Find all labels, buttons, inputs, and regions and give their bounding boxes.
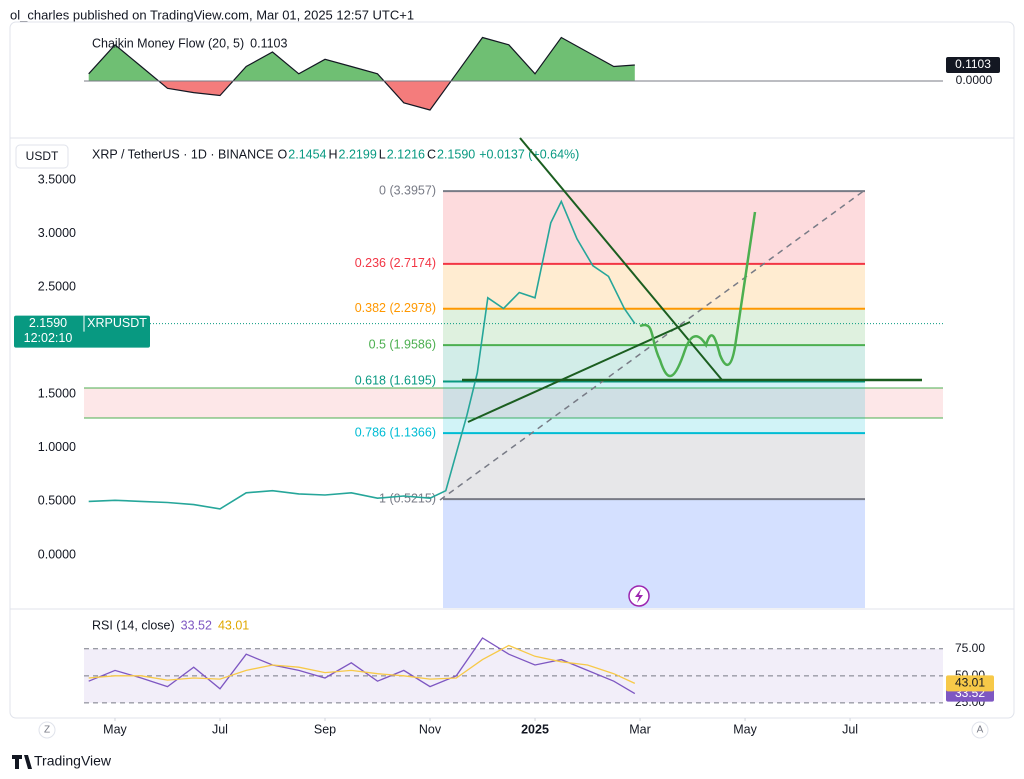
series-line [88,199,636,510]
ohlc-value: 2.1590 [437,147,475,161]
y-tick-label: 0.0000 [38,547,76,561]
ohlc-value: 2.1216 [387,147,425,161]
projection-path [639,211,757,378]
x-tick-label: Jul [842,722,858,736]
zone-band [84,388,943,418]
y-tick-label: 3.0000 [38,226,76,240]
y-tick-label: 1.0000 [38,440,76,454]
auto-scale-button[interactable] [971,721,989,739]
auto-scale-icon: A [977,725,984,736]
fib-label: 0.786 (1.1366) [355,425,436,439]
fib-zone [443,345,865,382]
ohlc-value: 2.1454 [288,147,326,161]
price-tag-ticker: XRPUSDT [87,316,147,330]
brand-logo [12,755,32,769]
ohlc-value: 2.2199 [339,147,377,161]
y-tick-label: 1.5000 [38,387,76,401]
x-tick-label: May [103,722,127,736]
fib-zone [443,191,865,264]
ohlc-key: O [278,147,288,161]
price-tag-value: 2.1590 [29,316,67,330]
indicator-value: 0.1103 [250,36,287,50]
timezone-button[interactable] [38,721,56,739]
price-tag [14,315,150,348]
x-tick-label: Mar [629,722,651,736]
fib-zone [443,263,865,309]
y-tick-label: 2.5000 [38,279,76,293]
fib-label: 0 (3.3957) [379,183,436,197]
y-tick-label: 0.0000 [956,73,993,87]
x-tick-label: May [733,722,757,736]
y-tick-label: 75.00 [955,641,985,655]
fib-label: 0.618 (1.6195) [355,374,436,388]
x-tick-label: 2025 [521,722,549,736]
indicator-title: Chaikin Money Flow (20, 5) [92,36,244,50]
last-value-label: 43.01 [955,676,985,690]
last-value-box [946,57,1000,74]
currency-button[interactable] [15,144,69,169]
fib-extension-zone [443,499,865,608]
ohlc-key: H [329,147,338,161]
x-tick-label: Sep [314,722,336,736]
fib-label: 0.236 (2.7174) [355,256,436,270]
indicator-value: 33.52 [181,618,212,632]
x-tick-label: Nov [419,722,442,736]
series-line [88,644,636,684]
cmf-line [88,36,635,111]
indicator-value: 43.01 [218,618,249,632]
fib-zone [443,433,865,500]
last-value-box [946,675,994,692]
cmf-fill [88,81,635,110]
x-tick-label: Jul [212,722,228,736]
fib-zone [443,381,865,434]
indicator-title: RSI (14, close) [92,618,175,632]
currency-label: USDT [26,149,59,163]
trendline [519,137,723,381]
drawings: USDT Z A TradingView [12,137,989,769]
fib-label: 1 (0.5215) [379,491,436,505]
last-value-label: 0.1103 [955,57,991,71]
publisher: ol_charles published on TradingView.com,… [10,7,414,22]
under-layer [84,387,943,419]
y-tick-label: 3.5000 [38,172,76,186]
fib-label: 0.5 (1.9586) [369,337,436,351]
frame [9,21,1015,719]
ohlc-key: C [427,147,436,161]
change: +0.0137 (+0.64%) [479,147,579,161]
timezone-icon: Z [44,725,50,736]
y-tick-label: 0.5000 [38,494,76,508]
symbol: XRP / TetherUS · 1D · BINANCE [92,147,274,161]
cmf-fill [88,37,635,82]
price-tag-countdown: 12:02:10 [24,331,73,345]
event-icon-bolt [635,589,643,603]
ohlc-key: L [379,147,386,161]
fib-label: 0.382 (2.2978) [355,301,436,315]
brand-name: TradingView [34,753,112,769]
data-layer: 0.0000 0.1103 Chaikin Money Flow (20, 5) 0.… [14,36,1000,736]
